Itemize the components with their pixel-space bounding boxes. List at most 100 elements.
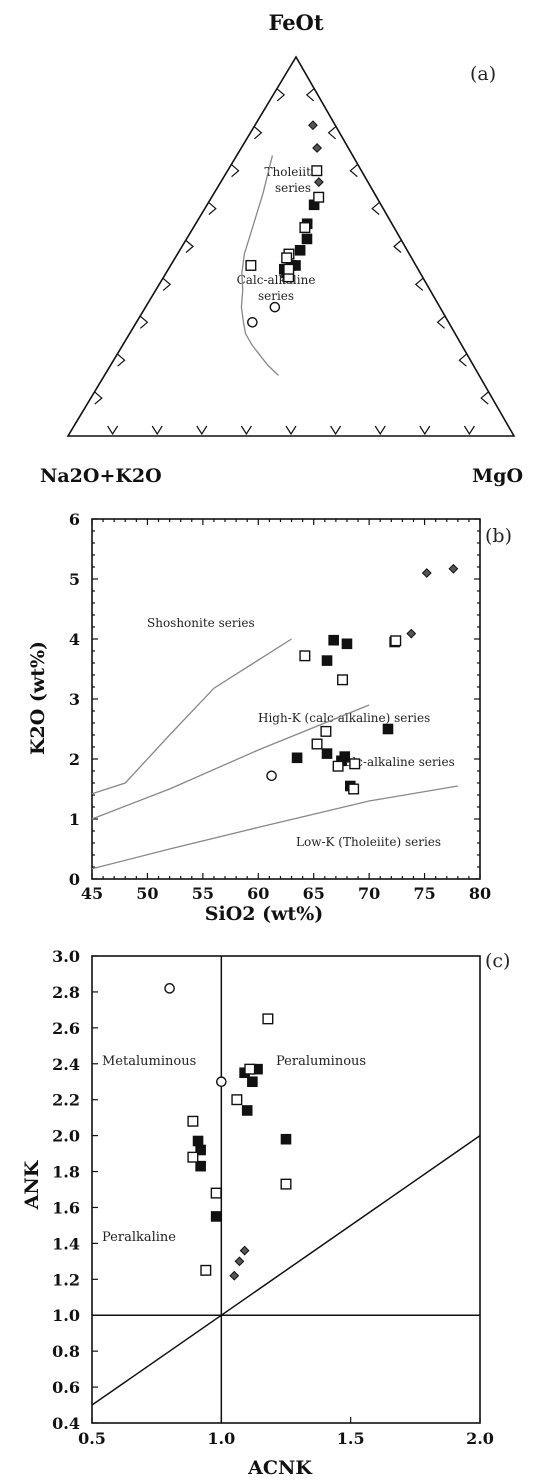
data-point-filled-square bbox=[291, 752, 303, 764]
x-tick-label: 55 bbox=[192, 884, 214, 903]
ternary-apex-left-label: Na2O+K2O bbox=[40, 465, 162, 487]
x-tick-label: 0.5 bbox=[78, 1429, 106, 1448]
ternary-tick-left bbox=[140, 315, 149, 329]
data-point-open-square bbox=[311, 165, 323, 177]
ternary-triangle bbox=[66, 55, 516, 437]
ternary-tick-bottom bbox=[463, 425, 475, 436]
data-point-open-square bbox=[210, 1187, 222, 1199]
data-point-filled-square bbox=[247, 1076, 258, 1088]
data-point-diamond bbox=[308, 120, 318, 131]
ternary-tick-left bbox=[208, 202, 217, 216]
ternary-tick-right bbox=[305, 88, 315, 102]
ternary-tick-right bbox=[436, 315, 445, 329]
ternary-tick-right bbox=[349, 164, 358, 178]
data-point-filled-square bbox=[321, 748, 333, 759]
data-point-open-square bbox=[313, 191, 325, 203]
peralkaline-field-label: Peralkaline bbox=[102, 1230, 176, 1245]
high-k-field-label: High-K (calc-alkaline) series bbox=[258, 711, 430, 725]
x-tick-label: 50 bbox=[136, 884, 158, 903]
ternary-tick-left bbox=[185, 240, 194, 253]
data-point-filled-square bbox=[382, 723, 394, 735]
ternary-plot bbox=[66, 55, 516, 437]
data-point-open-square bbox=[231, 1094, 243, 1106]
data-point-diamond bbox=[313, 177, 324, 187]
series-boundary-line-1 bbox=[91, 638, 292, 795]
ternary-apex-top-label: FeOt bbox=[268, 10, 323, 35]
ternary-tick-left bbox=[94, 391, 103, 405]
data-point-open-square bbox=[262, 1013, 274, 1025]
data-point-diamond bbox=[229, 1270, 240, 1281]
data-point-diamond bbox=[421, 568, 432, 578]
panel-c-label: (c) bbox=[485, 950, 510, 972]
data-point-filled-square bbox=[328, 634, 339, 646]
ternary-tick-left bbox=[254, 126, 263, 140]
panel-b-label: (b) bbox=[485, 525, 512, 547]
x-tick-label: 60 bbox=[247, 884, 269, 903]
data-point-diamond bbox=[448, 563, 459, 574]
series-boundary-line-3 bbox=[91, 785, 458, 870]
ternary-tick-left bbox=[162, 277, 172, 291]
data-point-open-square bbox=[337, 674, 349, 686]
ternary-tick-bottom bbox=[374, 425, 386, 436]
data-point-open-circle bbox=[269, 301, 281, 313]
data-point-open-square bbox=[349, 758, 361, 770]
ternary-tick-bottom bbox=[240, 425, 252, 436]
data-point-open-square bbox=[280, 1178, 292, 1190]
calc-alkaline-field-label-line1: Calc-alkaline bbox=[237, 273, 316, 287]
y-tick-label: 6 bbox=[69, 510, 80, 529]
y-tick-label: 1.6 bbox=[52, 1198, 80, 1217]
series-boundary-line-2 bbox=[91, 704, 370, 820]
data-point-open-circle bbox=[164, 983, 175, 994]
data-point-filled-square bbox=[321, 655, 333, 666]
y-tick-label: 2.6 bbox=[52, 1019, 80, 1038]
data-point-filled-square bbox=[339, 751, 351, 762]
data-point-diamond bbox=[234, 1256, 245, 1267]
ternary-tick-right bbox=[393, 240, 402, 253]
peraluminous-field-label: Peraluminous bbox=[276, 1054, 366, 1069]
y-tick-label: 5 bbox=[69, 570, 80, 589]
data-point-open-square bbox=[390, 635, 402, 647]
y-tick-label: 2.8 bbox=[52, 983, 80, 1002]
panel-c-y-axis-label: ANK bbox=[21, 1159, 43, 1210]
ternary-tick-bottom bbox=[151, 425, 163, 436]
data-point-open-square bbox=[332, 760, 344, 772]
y-tick-label: 4 bbox=[69, 630, 80, 649]
data-point-open-square bbox=[187, 1115, 199, 1127]
data-point-open-square bbox=[299, 222, 311, 234]
data-point-diamond bbox=[406, 628, 417, 639]
tholeiitic-field-label-line1: Tholeiitic bbox=[265, 165, 322, 179]
data-point-open-square bbox=[281, 252, 293, 264]
y-tick-label: 2 bbox=[69, 750, 80, 769]
x-tick-label: 80 bbox=[469, 884, 491, 903]
ternary-tick-bottom bbox=[196, 425, 208, 436]
data-point-filled-square bbox=[195, 1160, 206, 1172]
y-tick-label: 1.8 bbox=[52, 1163, 80, 1182]
data-point-open-circle bbox=[266, 770, 277, 782]
ternary-tick-right bbox=[371, 202, 380, 216]
ternary-tick-bottom bbox=[419, 425, 431, 436]
ternary-tick-right bbox=[327, 126, 336, 140]
y-tick-label: 1.4 bbox=[52, 1234, 80, 1253]
data-point-open-circle bbox=[247, 316, 258, 328]
data-point-open-square bbox=[200, 1264, 212, 1276]
ternary-tick-left bbox=[276, 88, 286, 102]
data-point-filled-square bbox=[280, 1133, 292, 1145]
data-point-filled-square bbox=[301, 233, 313, 245]
y-tick-label: 3.0 bbox=[52, 947, 80, 966]
ank-equals-acnk-diagonal bbox=[91, 1134, 481, 1406]
data-point-diamond bbox=[312, 143, 323, 153]
y-tick-label: 1 bbox=[69, 810, 80, 829]
ternary-tick-bottom bbox=[107, 425, 119, 436]
y-tick-label: 1.2 bbox=[52, 1270, 80, 1289]
y-tick-label: 0.8 bbox=[52, 1342, 80, 1361]
calc-alkaline-field-label-line2: series bbox=[258, 289, 294, 303]
data-point-open-square bbox=[320, 725, 332, 737]
x-tick-label: 65 bbox=[303, 884, 325, 903]
x-tick-label: 1.5 bbox=[337, 1429, 365, 1448]
y-tick-label: 0.6 bbox=[52, 1378, 80, 1397]
data-point-open-square bbox=[187, 1151, 199, 1163]
plot-frame bbox=[91, 955, 481, 1424]
x-tick-label: 45 bbox=[81, 884, 103, 903]
